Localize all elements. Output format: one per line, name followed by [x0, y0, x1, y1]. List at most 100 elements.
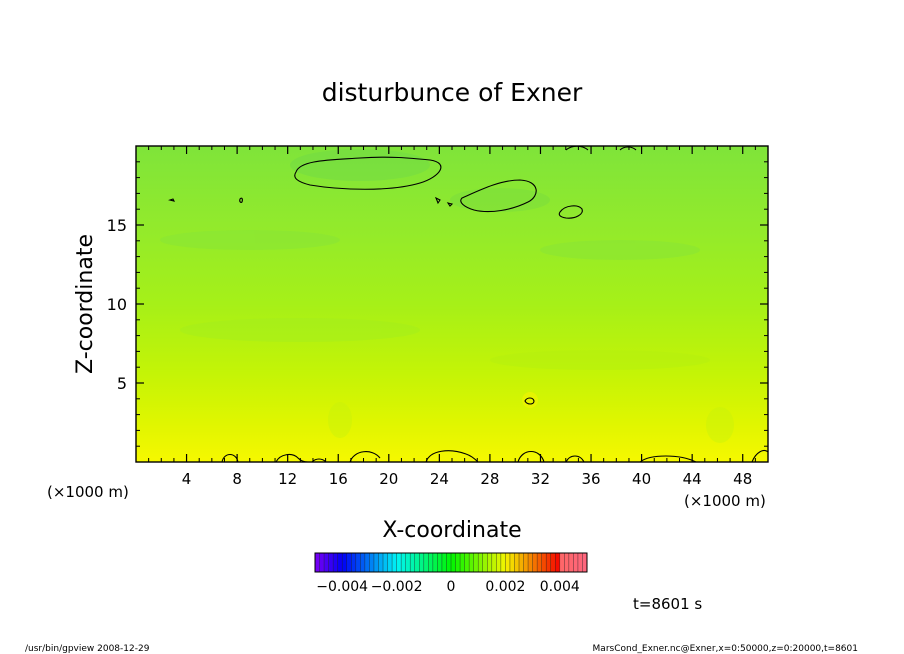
colorbar-cell — [487, 553, 493, 572]
colorbar-cell — [419, 553, 425, 572]
colorbar-cell — [428, 553, 434, 572]
colorbar-cell — [496, 553, 502, 572]
colorbar-cell — [460, 553, 465, 572]
colorbar-tick-label: −0.004 — [316, 579, 368, 595]
colorbar-cell — [351, 553, 357, 572]
colorbar-cell — [319, 553, 325, 572]
field-blotch — [706, 407, 734, 443]
field-blotch — [180, 318, 420, 342]
colorbar-cell — [464, 553, 470, 572]
x-tick-label: 48 — [733, 470, 752, 488]
colorbar-cell — [355, 553, 361, 572]
field-background — [136, 146, 768, 462]
colorbar-cell — [432, 553, 438, 572]
colorbar-cell — [333, 553, 338, 572]
colorbar-cell — [315, 553, 320, 572]
colorbar-cell — [405, 553, 411, 572]
colorbar-cell — [342, 553, 348, 572]
footer-left: /usr/bin/gpview 2008-12-29 — [25, 644, 150, 654]
x-tick-label: 16 — [329, 470, 348, 488]
colorbar-cell — [577, 553, 583, 572]
time-label: t=8601 s — [633, 595, 702, 613]
colorbar-cell — [369, 553, 375, 572]
colorbar-cell — [509, 553, 515, 572]
field-blotch — [160, 230, 340, 250]
contour-line — [168, 198, 176, 202]
contour-line — [425, 450, 479, 462]
contour-line — [517, 450, 545, 462]
x-axis-ticks: 4 8 12 16 20 24 28 32 36 40 44 48 — [148, 146, 756, 488]
colorbar-cell — [441, 553, 447, 572]
contour-line — [239, 197, 243, 203]
colorbar-cell — [514, 553, 520, 572]
contour-line — [446, 202, 454, 207]
colorbar-cell — [360, 553, 366, 572]
field-blotch — [450, 188, 550, 212]
colorbar-cell — [519, 553, 524, 572]
colorbar-cell — [564, 553, 570, 572]
field-blotch — [540, 240, 700, 260]
y-tick-label: 5 — [117, 374, 127, 393]
colorbar-tick-labels: −0.004 −0.002 0 0.002 0.004 — [316, 579, 580, 595]
plot-area — [135, 145, 769, 463]
colorbar: −0.004 −0.002 0 0.002 0.004 — [314, 552, 588, 595]
colorbar-cell — [401, 553, 406, 572]
y-tick-label: 10 — [107, 295, 127, 314]
colorbar-cell — [550, 553, 556, 572]
contour-line — [460, 179, 537, 213]
colorbar-cell — [469, 553, 474, 572]
x-unit-left: (×1000 m) — [47, 483, 129, 501]
field-blotch — [290, 149, 430, 181]
field-blotch — [490, 350, 710, 370]
colorbar-cell — [559, 553, 565, 572]
colorbar-cell — [532, 553, 538, 572]
colorbar-cell — [387, 553, 393, 572]
colorbar-cell — [482, 553, 488, 572]
colorbar-cell — [523, 553, 529, 572]
colorbar-cell — [568, 553, 574, 572]
colorbar-cell — [541, 553, 547, 572]
colorbar-cell — [414, 553, 420, 572]
colorbar-cell — [446, 553, 452, 572]
colorbar-cell — [505, 553, 511, 572]
field-blotches — [160, 149, 734, 443]
field-blotch — [522, 392, 538, 408]
contour-line — [434, 196, 441, 205]
y-axis-label: Z-coordinate — [73, 234, 98, 374]
colorbar-tick-label: 0.004 — [540, 579, 580, 595]
x-tick-label: 4 — [182, 470, 192, 488]
x-axis-label: X-coordinate — [382, 518, 521, 543]
colorbar-tick-label: 0 — [447, 579, 456, 595]
x-tick-label: 36 — [581, 470, 600, 488]
colorbar-cell — [410, 553, 416, 572]
contour-line — [565, 455, 585, 462]
colorbar-cell — [500, 553, 506, 572]
y-tick-label: 15 — [107, 216, 127, 235]
colorbar-cell — [324, 553, 329, 572]
colorbar-cell — [582, 553, 588, 572]
colorbar-frame — [314, 552, 588, 573]
x-tick-label: 40 — [632, 470, 651, 488]
colorbar-cell — [437, 553, 443, 572]
colorbar-cell — [378, 553, 384, 572]
x-tick-label: 28 — [480, 470, 499, 488]
contour-line — [558, 205, 583, 219]
x-tick-label: 8 — [232, 470, 242, 488]
field-blotch — [328, 402, 352, 438]
colorbar-cells — [314, 553, 588, 572]
colorbar-cell — [537, 553, 542, 572]
colorbar-cell — [455, 553, 461, 572]
chart-title: disturbunce of Exner — [322, 78, 583, 107]
colorbar-cell — [546, 553, 552, 572]
x-tick-label: 24 — [430, 470, 449, 488]
y-axis-ticks: 5 10 15 — [107, 161, 768, 447]
contour-line — [751, 449, 768, 462]
colorbar-cell — [337, 553, 343, 572]
x-unit-right: (×1000 m) — [684, 492, 766, 510]
colorbar-tick-label: −0.002 — [371, 579, 423, 595]
colorbar-cell — [451, 553, 456, 572]
colorbar-cell — [423, 553, 429, 572]
contour-line — [619, 146, 637, 151]
footer-right: MarsCond_Exner.nc@Exner,x=0:50000,z=0:20… — [593, 644, 858, 654]
